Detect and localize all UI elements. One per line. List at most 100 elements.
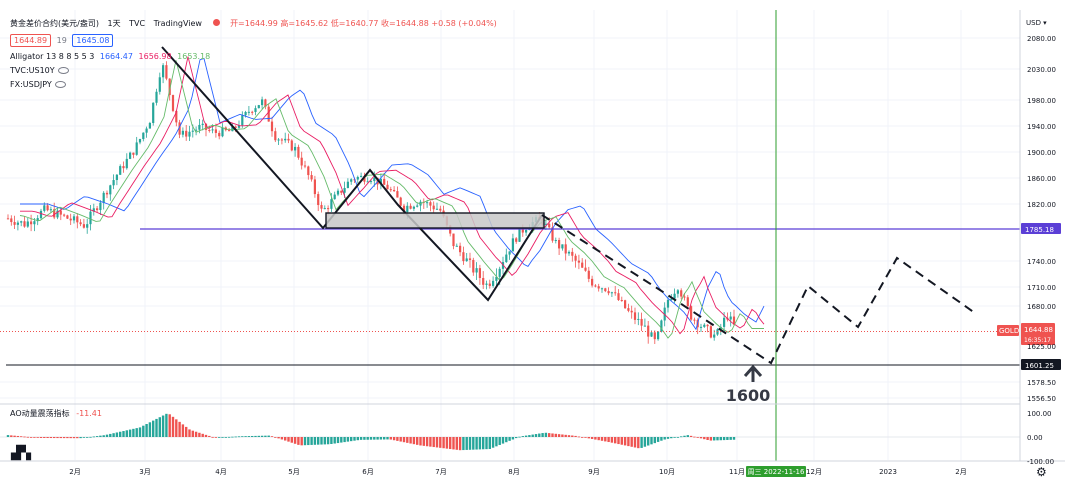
indicator-legend[interactable]: Alligator 13 8 8 5 5 3 1664.47 1656.98 1…: [10, 52, 210, 61]
candle-body: [373, 177, 376, 182]
ao-bar: [495, 437, 498, 447]
ao-bar: [732, 437, 736, 440]
ao-bar: [353, 437, 356, 441]
ao-bar: [442, 437, 445, 449]
candle-body: [660, 320, 663, 332]
eye-icon[interactable]: [57, 67, 69, 74]
ao-bar: [505, 437, 508, 443]
time-tick-label: 2月: [955, 468, 966, 476]
candle-body: [554, 240, 557, 242]
ao-bar: [336, 437, 340, 444]
overlay-legend-2[interactable]: FX:USDJPY: [10, 80, 66, 89]
ao-bar: [716, 437, 719, 441]
candle-body: [102, 192, 105, 203]
ao-bar: [194, 431, 198, 437]
ao-bar: [112, 433, 115, 437]
ao-bar: [165, 413, 168, 437]
ao-bar: [488, 437, 491, 450]
ao-bar: [617, 437, 620, 445]
candle-body: [693, 319, 696, 321]
ao-bar: [264, 435, 267, 437]
ao-bar: [468, 437, 472, 450]
candle-body: [369, 181, 373, 183]
ao-bar: [462, 437, 465, 451]
candle-body: [386, 184, 389, 190]
time-tick-label: 9月: [588, 468, 599, 476]
candle-body: [680, 290, 683, 297]
overlay-symbol: FX:USDJPY: [10, 80, 52, 89]
tradingview-logo-icon[interactable]: ▟▚: [11, 446, 31, 461]
ao-bar: [69, 437, 72, 439]
candle-body: [482, 277, 485, 285]
candle-body: [581, 262, 584, 268]
ao-bar: [439, 437, 442, 448]
eye-icon[interactable]: [54, 81, 66, 88]
candle-body: [627, 308, 630, 311]
symbol-name[interactable]: 黄金差价合约(美元/盎司): [10, 19, 99, 28]
ao-legend[interactable]: AO动量震荡指标 -11.41: [10, 408, 102, 419]
ao-bar: [343, 437, 346, 443]
candle-body: [310, 175, 313, 180]
ao-bar: [260, 435, 264, 437]
candle-body: [317, 194, 320, 206]
ao-bar: [49, 437, 53, 439]
ao-bar: [356, 437, 359, 441]
candle-body: [452, 233, 455, 247]
interval[interactable]: 1天: [107, 19, 121, 28]
ao-bar: [590, 437, 594, 439]
ao-bar: [663, 437, 666, 440]
candle-body: [6, 218, 10, 220]
candle-body: [416, 205, 419, 207]
candle-body: [155, 91, 158, 103]
candle-body: [412, 206, 415, 209]
sell-button[interactable]: 1644.89: [10, 34, 52, 47]
ao-bar: [386, 437, 389, 440]
ao-bar: [76, 437, 79, 439]
ao-bar: [676, 436, 680, 438]
ao-bar: [379, 437, 383, 440]
price-tick-label: 1556.50: [1027, 395, 1056, 403]
candle-body: [633, 312, 637, 320]
ao-bar: [587, 437, 590, 439]
settings-gear-icon[interactable]: ⚙: [1036, 465, 1047, 479]
candle-body: [505, 254, 508, 263]
candle-body: [63, 214, 66, 216]
ao-bar: [310, 437, 313, 445]
candle-body: [168, 78, 171, 96]
candle-body: [43, 205, 46, 211]
ao-bar: [713, 437, 716, 441]
candle-body: [23, 221, 26, 227]
candle-body: [356, 176, 359, 180]
ao-bar: [472, 437, 475, 450]
candle-body: [66, 215, 69, 219]
level-price-tag-text: 1785.18: [1025, 226, 1054, 234]
candle-body: [624, 300, 627, 309]
ao-bar: [409, 437, 412, 444]
price-tick-label: 1578.50: [1027, 379, 1056, 387]
candle-body: [135, 142, 138, 155]
candle-body: [620, 300, 623, 302]
ao-bar: [102, 435, 105, 437]
candle-body: [462, 252, 465, 262]
time-tick-label: 3月: [139, 468, 150, 476]
status-dot-icon: [212, 19, 220, 26]
ao-bar: [10, 435, 13, 437]
platform: TradingView: [153, 19, 202, 28]
candle-body: [198, 124, 201, 130]
ao-bar: [257, 435, 260, 437]
ao-bar: [643, 437, 647, 447]
ao-bar: [521, 436, 524, 437]
overlay-legend-1[interactable]: TVC:US10Y: [10, 66, 69, 75]
ao-bar: [581, 437, 584, 438]
ao-bar: [287, 437, 290, 442]
ao-bar: [221, 437, 224, 438]
ao-bar: [656, 437, 660, 442]
date-marker-bg: [746, 466, 806, 477]
candle-body: [548, 223, 551, 228]
ao-bar: [412, 437, 416, 445]
buy-button[interactable]: 1645.08: [72, 34, 114, 47]
candle-body: [33, 221, 36, 225]
ao-bar: [39, 437, 43, 438]
